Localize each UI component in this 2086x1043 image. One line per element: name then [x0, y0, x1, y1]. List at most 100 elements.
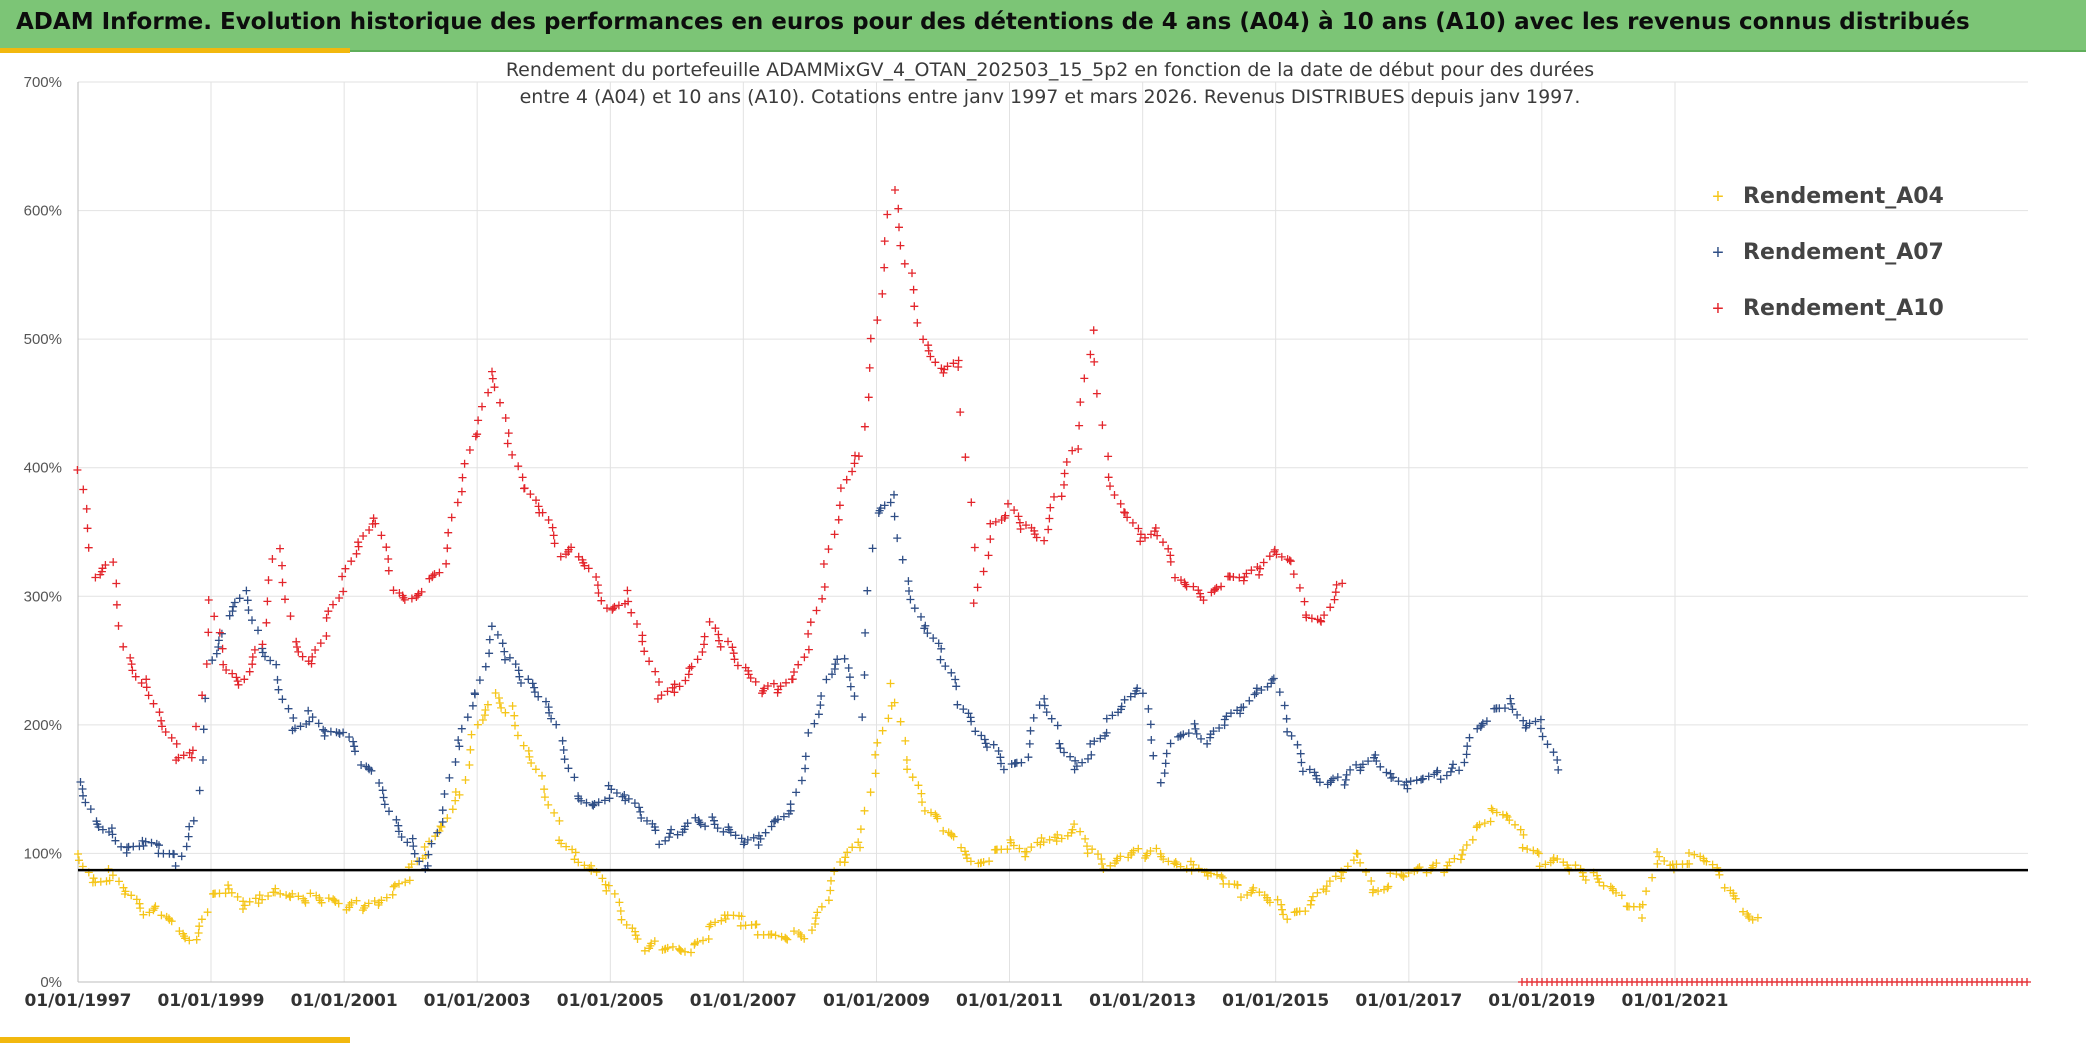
data-point [389, 586, 398, 595]
data-point [263, 597, 272, 606]
data-point [673, 830, 682, 839]
data-point [1331, 872, 1340, 881]
data-point [224, 881, 233, 890]
data-point [605, 794, 614, 803]
data-point [1612, 888, 1620, 897]
data-point [824, 896, 833, 905]
data-point [890, 490, 898, 499]
data-point [643, 816, 651, 825]
data-point [633, 620, 641, 628]
data-point [731, 831, 740, 840]
data-point [1525, 719, 1534, 728]
data-point [378, 786, 387, 795]
data-point [276, 544, 284, 553]
data-point [1117, 702, 1126, 711]
data-point [607, 785, 616, 794]
data-point [1412, 776, 1421, 785]
data-point [813, 908, 822, 917]
data-point [167, 733, 176, 742]
data-point [1217, 872, 1226, 881]
data-point [728, 643, 737, 652]
data-point [445, 773, 454, 782]
data-point [804, 629, 813, 638]
data-point [428, 571, 437, 580]
data-point [532, 496, 540, 505]
data-point [1456, 855, 1465, 864]
data-point [544, 800, 553, 809]
data-point [900, 259, 909, 268]
data-point [192, 722, 200, 731]
data-point [1317, 617, 1326, 626]
data-point [248, 653, 257, 661]
data-point [1199, 596, 1208, 605]
data-point [1372, 757, 1381, 765]
data-point [91, 573, 100, 582]
data-point [215, 628, 224, 637]
data-point [455, 742, 464, 751]
data-point [294, 647, 303, 656]
data-point [1283, 727, 1292, 736]
data-point [1536, 724, 1545, 733]
data-point [1092, 389, 1101, 398]
data-point [545, 708, 554, 717]
data-point [392, 815, 401, 824]
data-point [1070, 820, 1079, 829]
data-point [1549, 854, 1558, 862]
data-point [388, 890, 397, 899]
data-point [352, 896, 361, 905]
data-point [384, 555, 393, 563]
data-point [886, 498, 895, 507]
data-point [262, 618, 271, 627]
data-point [558, 736, 567, 745]
data-point [1685, 859, 1694, 868]
data-point [1739, 907, 1747, 916]
data-point [89, 874, 98, 883]
data-point [1076, 827, 1085, 836]
data-point [1342, 770, 1351, 779]
data-point [101, 561, 110, 569]
data-point [812, 606, 821, 615]
data-point [1265, 898, 1274, 907]
data-point [818, 594, 827, 603]
data-point [1300, 597, 1309, 606]
data-point [174, 753, 183, 762]
data-point [1102, 714, 1111, 723]
data-point [665, 833, 674, 842]
data-point [1338, 579, 1347, 588]
data-point [1106, 861, 1115, 870]
data-point [786, 800, 795, 809]
data-point [82, 504, 91, 513]
x-tick-label: 01/01/2021 [1621, 991, 1728, 1011]
data-point [78, 785, 87, 793]
data-point [1465, 733, 1474, 742]
data-point [447, 513, 456, 522]
data-point [98, 825, 107, 834]
data-point [218, 644, 227, 653]
data-point [202, 660, 211, 668]
data-point [684, 670, 693, 679]
data-point [1298, 767, 1307, 776]
data-point [370, 897, 379, 905]
data-point [1060, 748, 1068, 757]
data-point [155, 841, 163, 850]
data-point [557, 839, 566, 848]
data-point [811, 920, 820, 928]
data-point [192, 935, 201, 944]
data-point [1146, 847, 1155, 855]
data-point [276, 889, 285, 898]
data-point [289, 714, 298, 722]
data-point [675, 682, 684, 691]
data-point [401, 878, 410, 887]
data-point [75, 856, 83, 865]
data-point [511, 660, 520, 669]
data-point [1533, 848, 1542, 856]
data-point [230, 598, 239, 607]
data-point [1745, 914, 1754, 922]
data-point [195, 786, 204, 795]
data-point [319, 725, 328, 734]
data-point [782, 678, 790, 687]
data-point [908, 773, 917, 782]
data-point [451, 796, 460, 805]
data-point [417, 587, 426, 596]
data-point [854, 452, 863, 461]
